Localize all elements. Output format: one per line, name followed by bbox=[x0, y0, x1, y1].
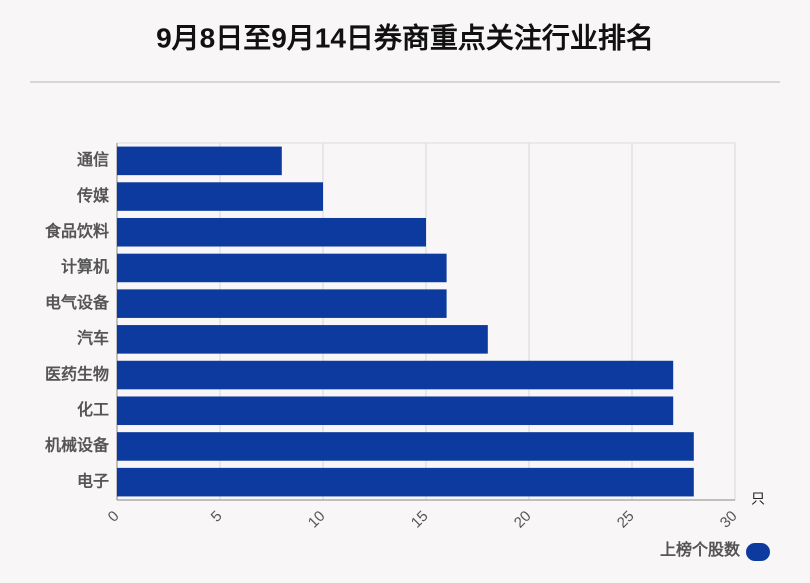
y-tick-label: 计算机 bbox=[61, 257, 109, 276]
chart-title: 9月8日至9月14日券商重点关注行业排名 bbox=[156, 21, 654, 53]
bar bbox=[117, 146, 282, 176]
bar bbox=[117, 432, 694, 461]
bar bbox=[117, 289, 447, 318]
y-tick-label: 通信 bbox=[77, 150, 109, 169]
y-tick-label: 医药生物 bbox=[45, 364, 109, 383]
y-tick-label: 电子 bbox=[77, 471, 109, 490]
bar bbox=[117, 467, 694, 497]
y-tick-label: 电气设备 bbox=[45, 293, 110, 312]
y-tick-label: 食品饮料 bbox=[44, 221, 109, 240]
bar bbox=[117, 217, 426, 247]
bar bbox=[117, 396, 674, 426]
y-tick-label: 化工 bbox=[77, 400, 109, 419]
bar bbox=[117, 325, 488, 354]
y-tick-label: 汽车 bbox=[77, 329, 109, 348]
y-tick-label: 传媒 bbox=[76, 186, 110, 205]
x-axis-unit: 只 bbox=[751, 491, 765, 507]
bar bbox=[117, 360, 674, 390]
bar bbox=[117, 182, 323, 211]
legend-swatch bbox=[746, 543, 770, 561]
bar bbox=[117, 253, 447, 283]
legend-label: 上榜个股数 bbox=[660, 540, 741, 559]
y-tick-label: 机械设备 bbox=[45, 436, 110, 455]
